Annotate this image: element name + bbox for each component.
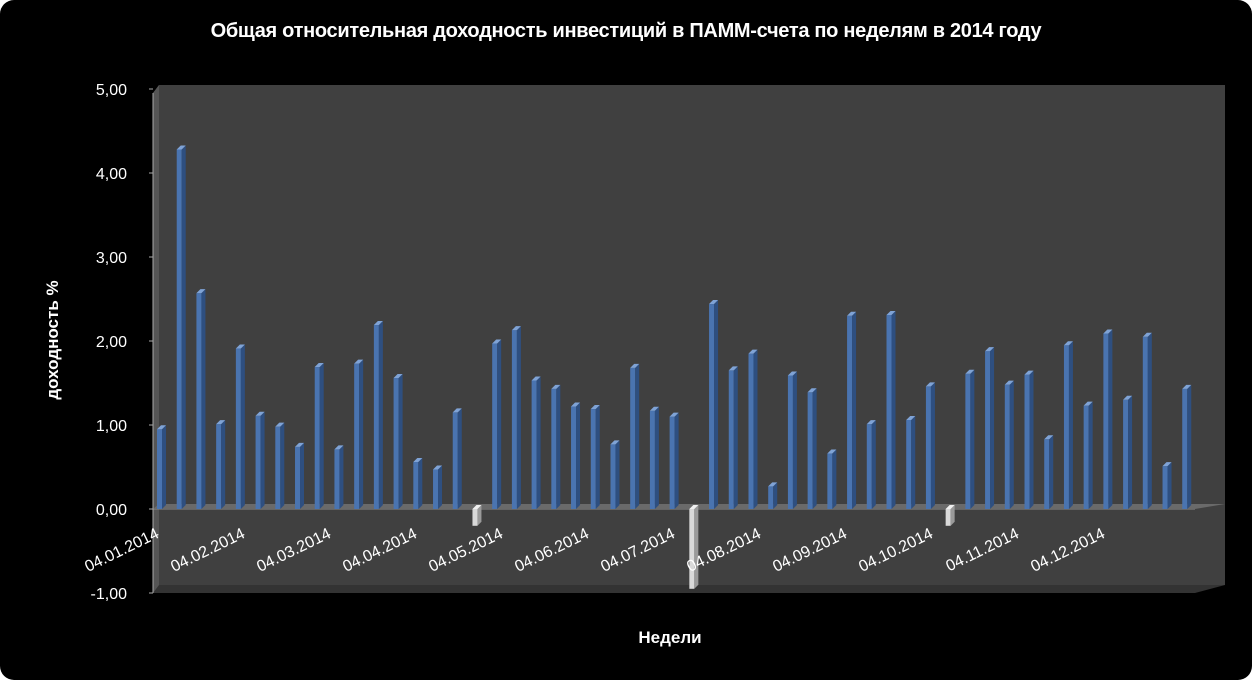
y-tick-label: 5,00 [96,82,127,99]
bar [610,440,620,509]
bar [925,382,935,509]
bar [689,505,699,589]
bar [373,321,383,509]
y-tick-label: 1,00 [96,418,127,435]
bar [1044,435,1054,509]
bar [1063,341,1073,509]
y-tick-label: 2,00 [96,334,127,351]
y-tick-label: -1,00 [91,586,128,603]
bar [985,347,995,509]
bar [669,412,679,509]
x-tick-label: 04.01.2014 [82,525,162,575]
bar [354,359,364,509]
bar [768,482,778,509]
bar [393,373,403,509]
bar [1142,332,1152,509]
bar [1162,462,1172,509]
bar [531,376,541,509]
bar [945,505,955,526]
y-tick-label: 4,00 [96,166,127,183]
y-axis-label: доходность % [43,280,62,399]
bar [452,408,462,509]
y-tick-label: 0,00 [96,502,127,519]
bar [216,420,226,509]
bar [492,339,502,509]
plot-area [153,85,1225,593]
bar [157,425,166,509]
bar [886,310,896,509]
bar [295,442,305,509]
x-axis-label: Недели [638,628,701,647]
bar [314,363,324,509]
bar [551,384,561,509]
bar [906,415,916,509]
bar [334,445,344,509]
bar [255,411,265,509]
bar [965,369,975,509]
bar [649,406,659,509]
bar [1024,370,1034,509]
bar [571,402,581,509]
bar [847,311,857,509]
bar [827,449,837,509]
bar [590,405,600,509]
bar [748,349,758,509]
bar [472,505,482,526]
bar [630,363,640,509]
bar [709,300,719,509]
chart-title: Общая относительная доходность инвестици… [210,20,1042,42]
bar [807,388,817,509]
bar-series [157,145,1192,589]
bar [787,371,797,509]
bar [235,344,245,509]
bar [728,366,738,509]
y-axis-ticks: -1,00 0,00 1,00 2,00 3,00 4,00 5,00 [91,82,154,603]
bar [1004,380,1014,509]
bar [1182,384,1192,509]
bar [1103,329,1113,509]
bar [1083,401,1093,509]
bar [433,465,443,509]
bar [176,145,186,510]
bar [413,457,423,509]
bar [866,420,876,509]
bar [511,326,521,509]
bar [196,289,206,509]
bar [1123,395,1133,509]
bar [275,422,285,509]
y-tick-label: 3,00 [96,250,127,267]
plot-side-wall [153,85,159,593]
